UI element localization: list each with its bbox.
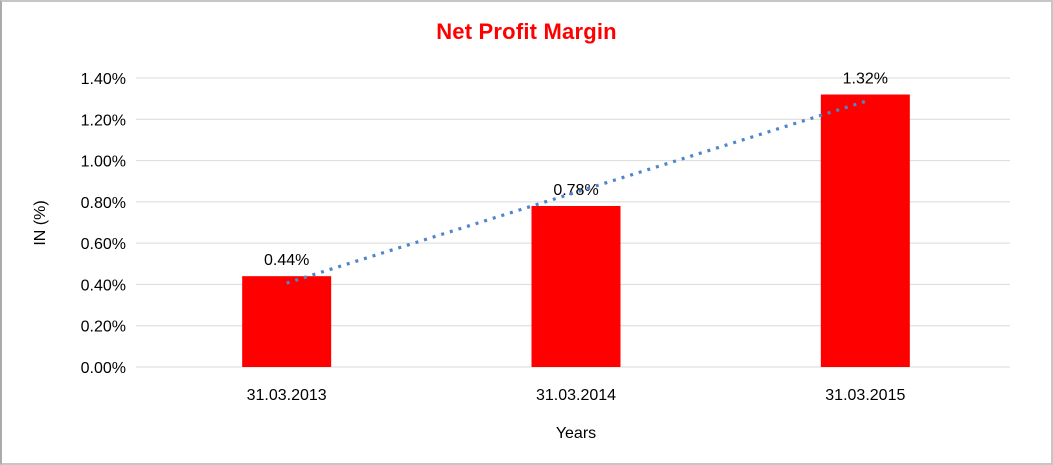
bar-31.03.2013	[242, 276, 332, 367]
y-tick-label: 1.40%	[81, 71, 126, 88]
trendline	[286, 99, 866, 285]
bar-value-label: 1.32%	[843, 71, 888, 88]
x-axis-title: Years	[556, 425, 596, 442]
y-tick-label: 0.20%	[81, 319, 126, 336]
bar-31.03.2015	[820, 94, 910, 367]
bar-value-label: 0.44%	[264, 252, 309, 269]
bar-31.03.2014	[531, 205, 621, 367]
y-axis-title: IN (%)	[32, 200, 49, 245]
x-tick-label: 31.03.2013	[247, 387, 327, 404]
y-tick-label: 0.80%	[81, 195, 126, 212]
y-tick-label: 1.00%	[81, 154, 126, 171]
bar-value-label: 0.78%	[553, 182, 598, 199]
y-tick-label: 0.60%	[81, 236, 126, 253]
x-tick-label: 31.03.2015	[825, 387, 905, 404]
y-tick-label: 0.00%	[81, 360, 126, 377]
chart-title: Net Profit Margin	[436, 19, 617, 44]
x-tick-label: 31.03.2014	[536, 387, 616, 404]
y-tick-label: 0.40%	[81, 277, 126, 294]
y-tick-label: 1.20%	[81, 112, 126, 129]
